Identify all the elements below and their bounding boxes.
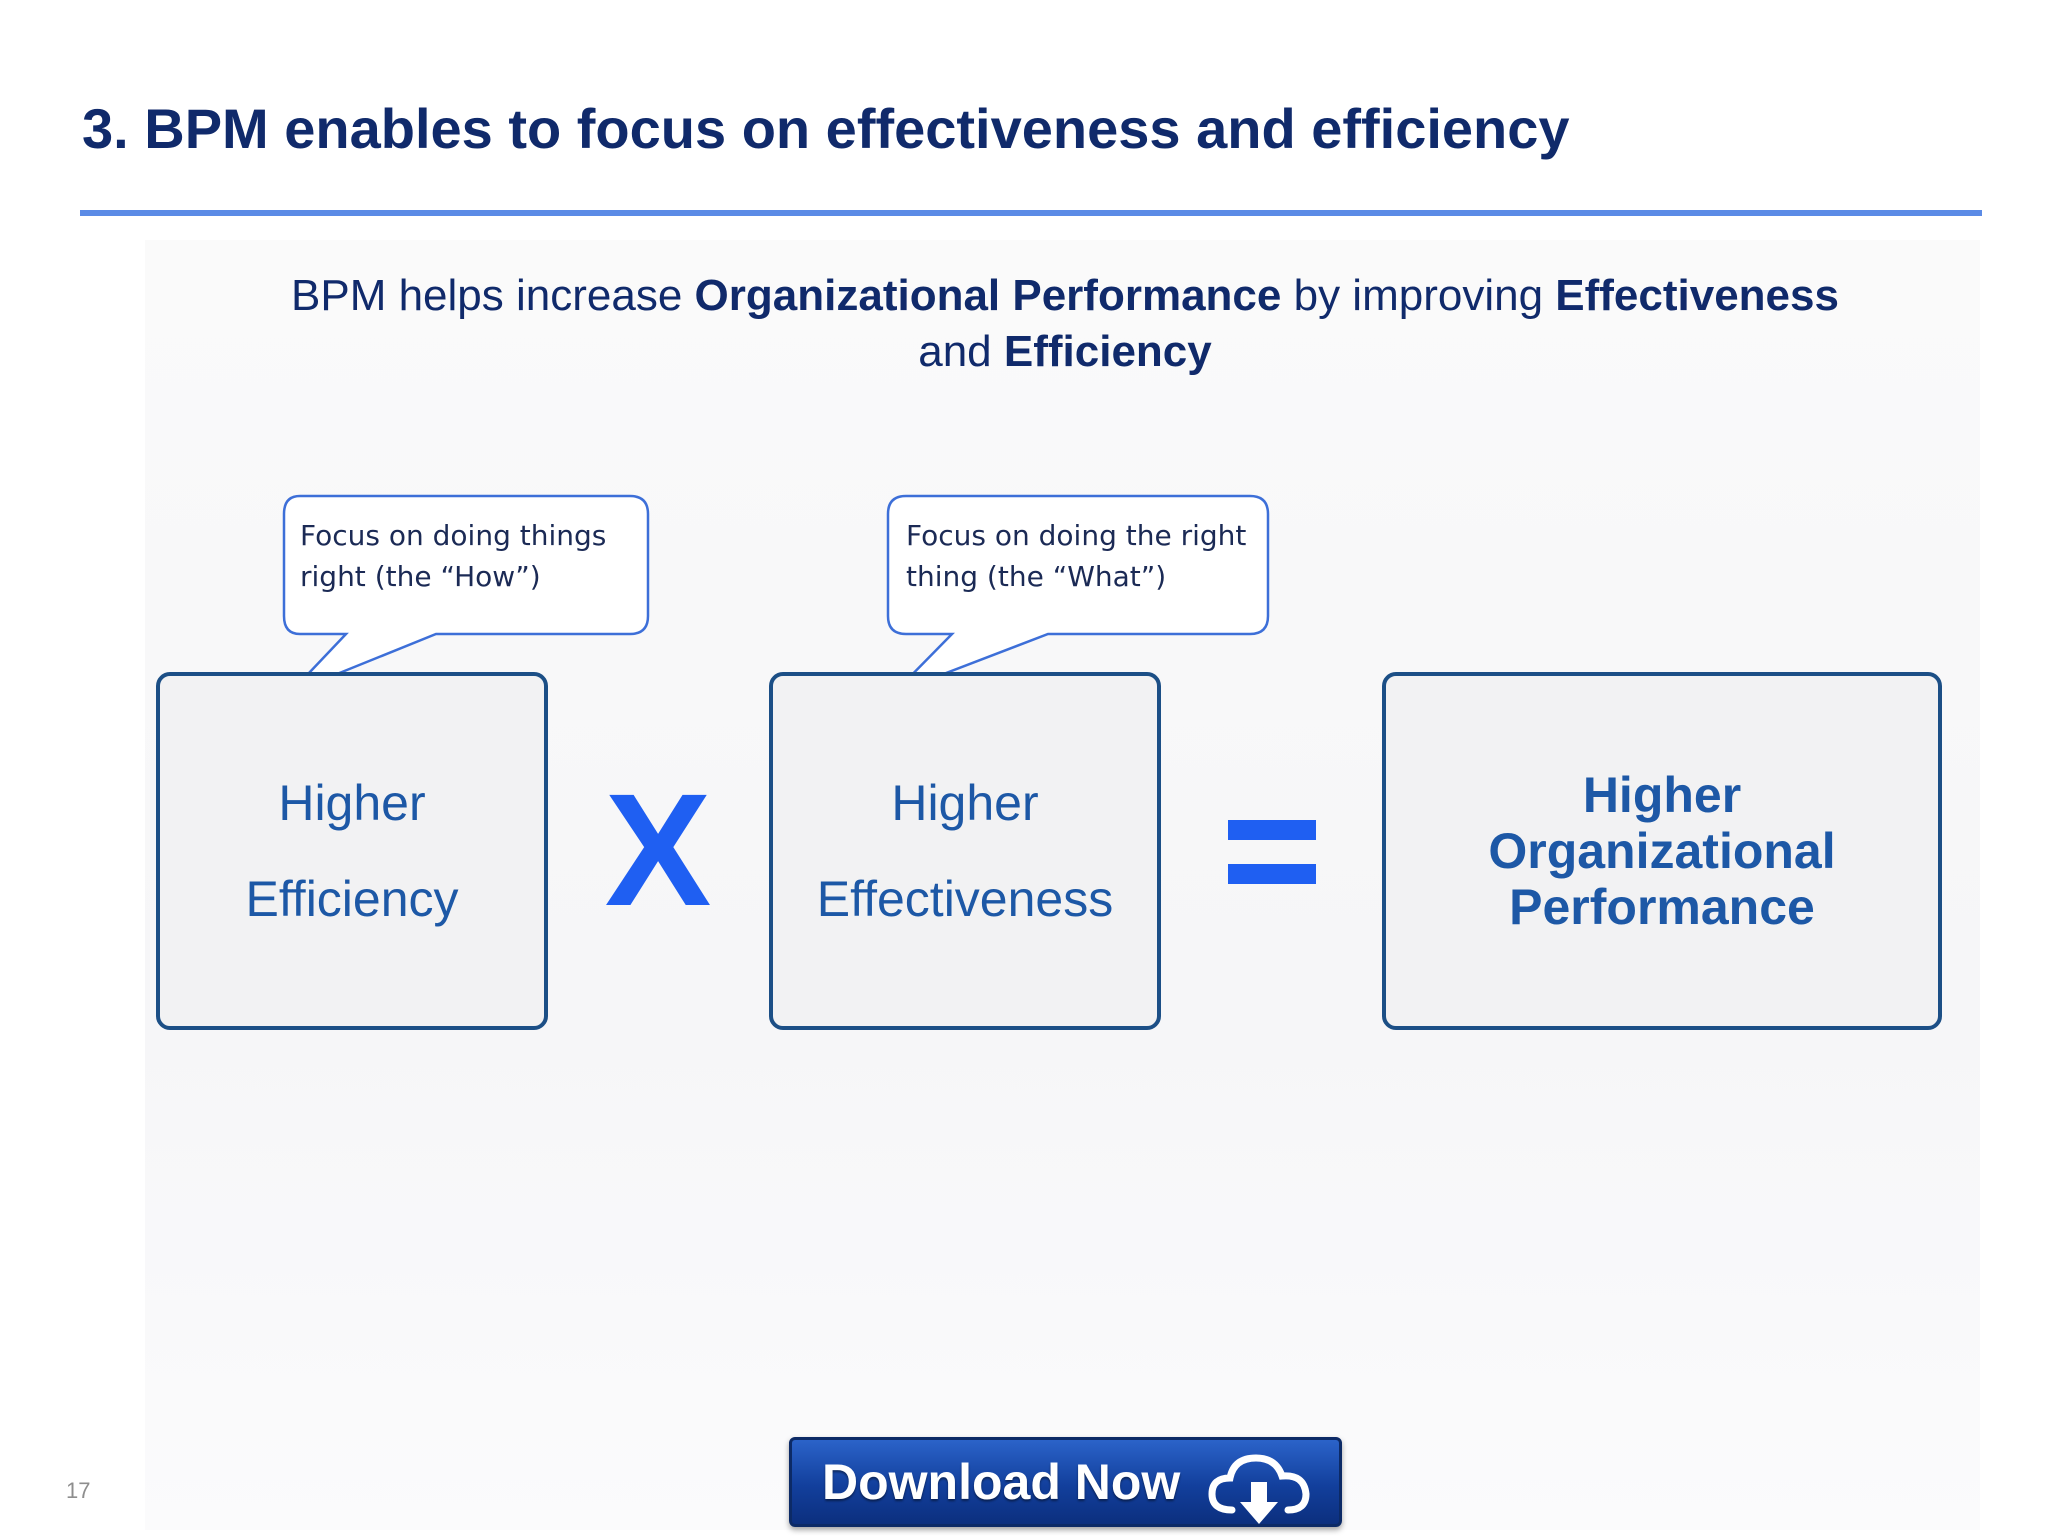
efficiency-box-line-2: Efficiency xyxy=(245,871,459,927)
higher-effectiveness-box: Higher Effectiveness xyxy=(769,672,1161,1030)
callout-what-line-1: Focus on doing the right xyxy=(906,519,1247,552)
equals-bar-bottom xyxy=(1228,864,1316,884)
download-button-label: Download Now xyxy=(822,1454,1181,1510)
subtitle-text-3: and xyxy=(918,327,1004,376)
higher-organizational-performance-box: Higher Organizational Performance xyxy=(1382,672,1942,1030)
callout-how-text: Focus on doing things right (the “How”) xyxy=(300,515,606,597)
effectiveness-box-line-2: Effectiveness xyxy=(816,871,1114,927)
equals-bar-top xyxy=(1228,820,1316,840)
performance-box-line-2: Organizational xyxy=(1488,823,1836,879)
subtitle-bold-2: Effectiveness xyxy=(1555,271,1839,320)
callout-bubble-how xyxy=(282,494,650,695)
slide-title: 3. BPM enables to focus on effectiveness… xyxy=(82,97,1570,160)
subtitle-text-2: by improving xyxy=(1281,271,1556,320)
callout-what-line-2: thing (the “What”) xyxy=(906,560,1167,593)
performance-box-line-3: Performance xyxy=(1509,879,1815,935)
performance-box-line-1: Higher xyxy=(1582,767,1742,823)
subtitle-bold-1: Organizational Performance xyxy=(694,271,1282,320)
callout-how-line-2: right (the “How”) xyxy=(300,560,541,593)
slide-subtitle: BPM helps increase Organizational Perfor… xyxy=(150,268,1980,380)
download-now-button[interactable]: Download Now xyxy=(789,1437,1342,1527)
equals-operator xyxy=(1228,820,1316,884)
multiply-operator: X xyxy=(604,760,712,939)
cloud-download-icon xyxy=(1208,1454,1310,1524)
efficiency-box-line-1: Higher xyxy=(278,775,426,831)
callout-how-line-1: Focus on doing things xyxy=(300,519,607,552)
callout-bubble-what xyxy=(886,494,1270,695)
title-divider xyxy=(80,210,1982,216)
callout-what-text: Focus on doing the right thing (the “Wha… xyxy=(906,515,1246,597)
higher-efficiency-box: Higher Efficiency xyxy=(156,672,548,1030)
subtitle-bold-3: Efficiency xyxy=(1003,327,1212,376)
page-number: 17 xyxy=(66,1478,91,1503)
subtitle-text-1: BPM helps increase xyxy=(291,271,695,320)
effectiveness-box-line-1: Higher xyxy=(891,775,1039,831)
